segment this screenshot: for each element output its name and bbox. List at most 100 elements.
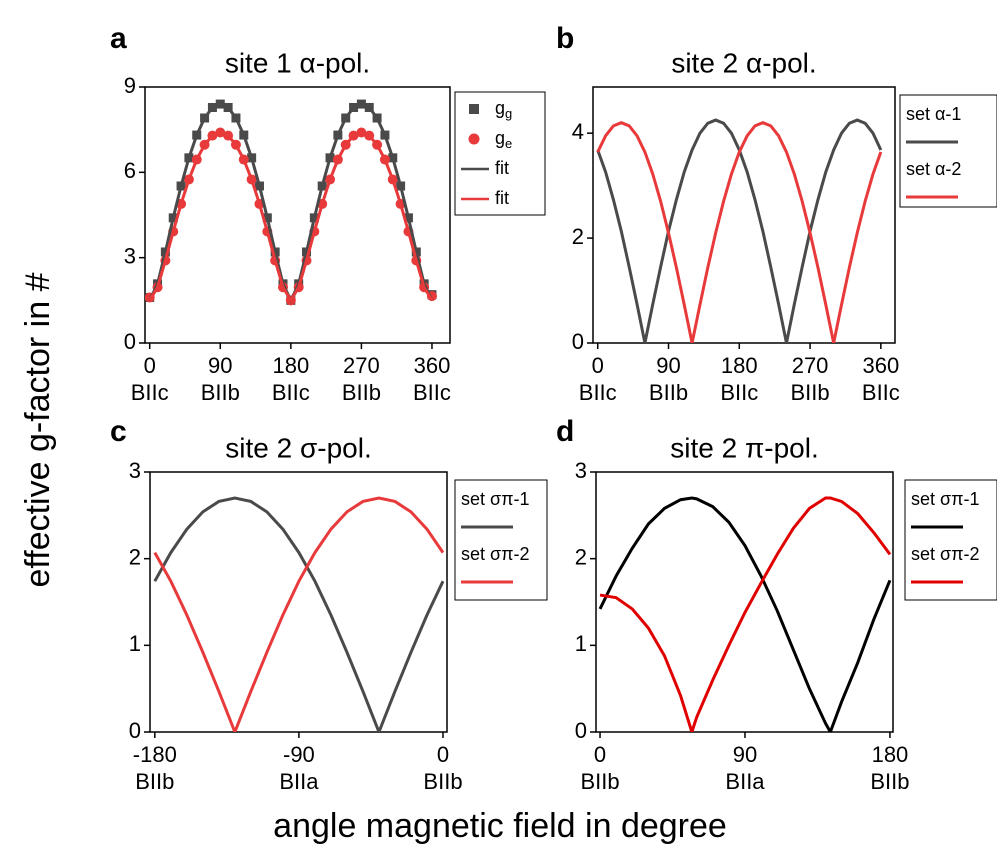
legend-label: set α-2 xyxy=(906,159,961,179)
legend-label-main: fit xyxy=(495,188,509,208)
plot-frame xyxy=(149,471,448,733)
x-tick-sublabel: BIIb xyxy=(649,380,688,405)
y-tick-label: 3 xyxy=(575,458,587,483)
x-tick-label: 0 xyxy=(592,353,604,378)
x-tick-sublabel: BIIc xyxy=(413,380,451,405)
x-tick-label: 0 xyxy=(437,742,449,767)
legend-label-sub: e xyxy=(505,136,512,151)
x-tick-sublabel: BIIc xyxy=(579,380,617,405)
y-tick-label: 9 xyxy=(124,73,136,98)
y-tick-label: 2 xyxy=(572,224,584,249)
legend-label-main: set α-2 xyxy=(906,159,961,179)
x-tick-label: 180 xyxy=(272,353,309,378)
series-line xyxy=(599,496,892,732)
panel-title: site 2 σ-pol. xyxy=(225,432,371,463)
legend-label: set σπ-1 xyxy=(461,489,530,509)
x-tick-sublabel: BIIc xyxy=(272,380,310,405)
legend-label: fit xyxy=(495,158,509,178)
y-tick-label: 3 xyxy=(129,458,141,483)
series-line xyxy=(153,496,445,732)
legend-frame xyxy=(899,94,997,208)
panel: d site 2 π-pol.01230BIIb90BIIa180BIIbset … xyxy=(556,415,997,794)
x-tick-sublabel: BIIb xyxy=(201,380,240,405)
x-tick-label: 0 xyxy=(594,742,606,767)
x-tick-label: -90 xyxy=(283,742,315,767)
panel-title: site 2 π-pol. xyxy=(670,432,819,463)
series-line xyxy=(148,102,434,304)
legend-label-main: g xyxy=(495,98,505,118)
y-axis-label: effective g-factor in # xyxy=(19,272,57,587)
panel: c site 2 σ-pol.0123-180BIIb-90BIIa0BIIbse… xyxy=(110,415,548,794)
legend-frame xyxy=(904,479,997,601)
x-tick-label: -180 xyxy=(133,742,177,767)
y-tick-label: 0 xyxy=(572,329,584,354)
x-tick-sublabel: BIIc xyxy=(720,380,758,405)
legend: set σπ-1 set σπ-2 xyxy=(454,479,548,601)
y-tick-label: 0 xyxy=(575,718,587,743)
legend-label-main: set σπ-2 xyxy=(461,544,530,564)
legend: set α-1 set α-2 xyxy=(899,94,997,208)
panel-letter: a xyxy=(110,22,127,55)
y-tick-label: 3 xyxy=(124,243,136,268)
legend-label-main: g xyxy=(495,128,505,148)
x-tick-label: 90 xyxy=(733,742,757,767)
x-tick-sublabel: BIIa xyxy=(279,769,319,794)
legend-label: set σπ-2 xyxy=(911,544,980,564)
x-tick-label: 180 xyxy=(872,742,909,767)
series-line xyxy=(148,130,434,304)
x-tick-sublabel: BIIb xyxy=(870,769,909,794)
panel-letter: d xyxy=(556,415,574,448)
x-tick-sublabel: BIIb xyxy=(342,380,381,405)
legend-frame xyxy=(454,479,548,601)
x-tick-sublabel: BIIb xyxy=(790,380,829,405)
x-tick-label: 90 xyxy=(656,353,680,378)
series-line xyxy=(598,496,892,732)
legend-label-main: set σπ-1 xyxy=(461,489,530,509)
x-tick-sublabel: BIIa xyxy=(725,769,765,794)
x-tick-sublabel: BIIb xyxy=(135,769,174,794)
legend-marker xyxy=(468,133,480,145)
legend-label: fit xyxy=(495,188,509,208)
y-tick-label: 6 xyxy=(124,158,136,183)
legend-label-main: set α-1 xyxy=(906,104,961,124)
legend-label-sub: g xyxy=(505,106,512,121)
series-group xyxy=(153,496,445,732)
series-group xyxy=(145,99,437,306)
legend-label: set σπ-2 xyxy=(461,544,530,564)
x-tick-label: 180 xyxy=(721,353,758,378)
y-tick-label: 1 xyxy=(575,631,587,656)
plot-frame xyxy=(144,86,451,344)
x-tick-label: 0 xyxy=(144,353,156,378)
plot-frame xyxy=(595,471,894,733)
x-axis-label: angle magnetic field in degree xyxy=(273,807,727,845)
panel-title: site 2 α-pol. xyxy=(671,47,816,78)
legend-marker xyxy=(469,104,479,114)
legend-label: set σπ-1 xyxy=(911,489,980,509)
legend: set σπ-1 set σπ-2 xyxy=(904,479,997,601)
legend-label-main: set σπ-1 xyxy=(911,489,980,509)
x-tick-sublabel: BIIc xyxy=(862,380,900,405)
y-tick-label: 2 xyxy=(575,544,587,569)
panel-letter: b xyxy=(556,22,574,55)
x-tick-sublabel: BIIb xyxy=(580,769,619,794)
legend-label: set α-1 xyxy=(906,104,961,124)
x-tick-label: 90 xyxy=(208,353,232,378)
y-tick-label: 2 xyxy=(129,544,141,569)
series-line xyxy=(153,496,445,732)
x-tick-label: 360 xyxy=(862,353,899,378)
series-group xyxy=(598,496,892,732)
legend-label-main: set σπ-2 xyxy=(911,544,980,564)
series-group xyxy=(596,118,883,343)
x-tick-label: 270 xyxy=(792,353,829,378)
plot-frame xyxy=(592,86,896,344)
x-tick-label: 360 xyxy=(414,353,451,378)
x-tick-label: 270 xyxy=(343,353,380,378)
panel-title: site 1 α-pol. xyxy=(225,47,370,78)
y-tick-label: 4 xyxy=(572,119,584,144)
legend-label: ge xyxy=(495,128,512,152)
